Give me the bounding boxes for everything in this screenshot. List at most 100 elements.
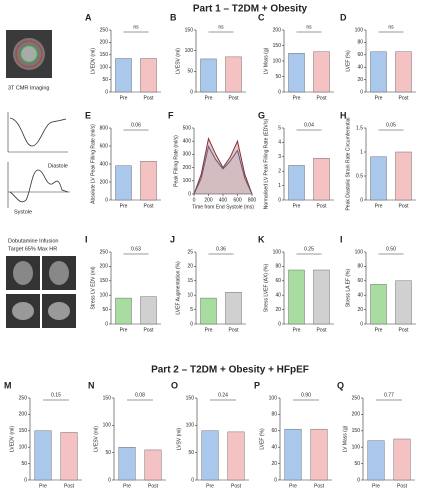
panel-letter: G: [258, 110, 265, 120]
y-tick-label: 5: [190, 307, 193, 313]
y-tick-label: 250: [352, 395, 361, 401]
p-value: ns: [306, 24, 312, 30]
y-tick-label: 100: [355, 27, 364, 33]
y-tick-label: 25: [187, 249, 193, 255]
y-tick-label: 100: [355, 249, 364, 255]
y-axis-label: LV Mass (g): [342, 425, 348, 452]
bar: [227, 431, 245, 481]
bar: [115, 297, 132, 325]
x-tick-label: 800: [248, 197, 257, 203]
bar: [140, 58, 157, 93]
y-tick-label: 0: [105, 89, 108, 95]
y-tick-label: 3: [278, 154, 281, 160]
x-tick-label: Pre: [372, 483, 380, 489]
p-value: 0.24: [218, 392, 228, 398]
x-tick-label: Post: [398, 327, 409, 333]
bar: [313, 51, 330, 93]
y-tick-label: 20: [275, 307, 281, 313]
part-title: Part 2 – T2DM + Obesity + HFpEF: [151, 365, 309, 376]
panel-letter: B: [170, 12, 177, 22]
x-tick-label: 400: [219, 197, 228, 203]
y-tick-label: 400: [100, 161, 109, 167]
y-axis-label: Normalised LV Peak Filling Rate (EDV/s): [263, 118, 269, 209]
p-value: ns: [133, 24, 139, 30]
bar: [201, 430, 219, 481]
y-tick-label: 40: [357, 65, 363, 71]
dobutamine-label: Target 65% Max HR: [8, 246, 57, 252]
y-axis-label: LV Mass (g): [263, 47, 269, 74]
y-tick-label: 20: [271, 461, 277, 467]
panel-letter: E: [85, 110, 91, 120]
x-tick-label: Post: [228, 95, 239, 101]
x-tick-label: Post: [143, 203, 154, 209]
x-tick-label: Pre: [293, 327, 301, 333]
y-tick-label: 20: [187, 264, 193, 270]
y-tick-label: 0: [24, 477, 27, 483]
x-tick-label: Pre: [293, 203, 301, 209]
y-tick-label: 0: [105, 321, 108, 327]
y-tick-label: 50: [102, 77, 108, 83]
p-value: ns: [388, 24, 394, 30]
bar: [115, 58, 132, 93]
panel-letter: N: [88, 380, 95, 390]
y-tick-label: 60: [275, 278, 281, 284]
y-tick-label: 400: [183, 139, 192, 145]
bar: [140, 161, 157, 201]
p-value: 0.08: [135, 392, 145, 398]
x-tick-label: Pre: [375, 203, 383, 209]
y-tick-label: 100: [273, 58, 282, 64]
p-value: 0.25: [304, 246, 314, 252]
p-value: 0.36: [216, 246, 226, 252]
y-tick-label: 50: [21, 461, 27, 467]
y-axis-label: Stress LV EDV (ml): [90, 266, 96, 309]
y-tick-label: 100: [103, 423, 112, 429]
bar: [313, 269, 330, 325]
bar: [288, 53, 305, 93]
y-axis-label: LVEDV (ml): [9, 426, 15, 452]
stress-images: [6, 256, 76, 328]
y-tick-label: 100: [352, 445, 361, 451]
volume-schematic: [7, 112, 68, 153]
series-line: [193, 136, 253, 195]
panel-letter: A: [85, 12, 92, 22]
y-tick-label: 0: [105, 197, 108, 203]
y-axis-label: Stress LVEF (AX) (%): [263, 264, 269, 313]
panel-letter: F: [168, 110, 174, 120]
y-tick-label: 20: [357, 77, 363, 83]
schematic-label: Systole: [14, 209, 32, 215]
panel-letter: M: [4, 380, 12, 390]
x-tick-label: Post: [148, 483, 159, 489]
p-value: 0.90: [301, 392, 311, 398]
y-tick-label: 200: [183, 165, 192, 171]
bar: [144, 449, 162, 481]
y-tick-label: 100: [185, 48, 194, 54]
y-tick-label: 15: [187, 278, 193, 284]
y-tick-label: 2: [278, 169, 281, 175]
bar: [200, 58, 217, 93]
bar: [288, 269, 305, 325]
dobutamine-label: Dobutamine Infusion: [8, 238, 58, 244]
x-tick-label: 0: [193, 197, 196, 203]
bar: [115, 165, 132, 201]
x-tick-label: Pre: [205, 95, 213, 101]
y-tick-label: 200: [352, 412, 361, 418]
y-tick-label: 200: [100, 40, 109, 46]
bar: [140, 296, 157, 325]
y-axis-label: LVESV (ml): [93, 426, 99, 452]
bar: [225, 56, 242, 93]
y-tick-label: 50: [102, 307, 108, 313]
bar: [284, 428, 302, 481]
y-tick-label: 100: [186, 423, 195, 429]
y-tick-label: 200: [19, 412, 28, 418]
y-tick-label: 0: [360, 321, 363, 327]
x-tick-label: 600: [233, 197, 242, 203]
bar: [34, 430, 52, 481]
bar: [225, 292, 242, 325]
y-tick-label: 150: [100, 52, 109, 58]
y-tick-label: 40: [275, 293, 281, 299]
y-tick-label: 250: [100, 249, 109, 255]
x-tick-label: Pre: [120, 327, 128, 333]
p-value: 0.04: [304, 122, 314, 128]
x-tick-label: Post: [316, 95, 327, 101]
